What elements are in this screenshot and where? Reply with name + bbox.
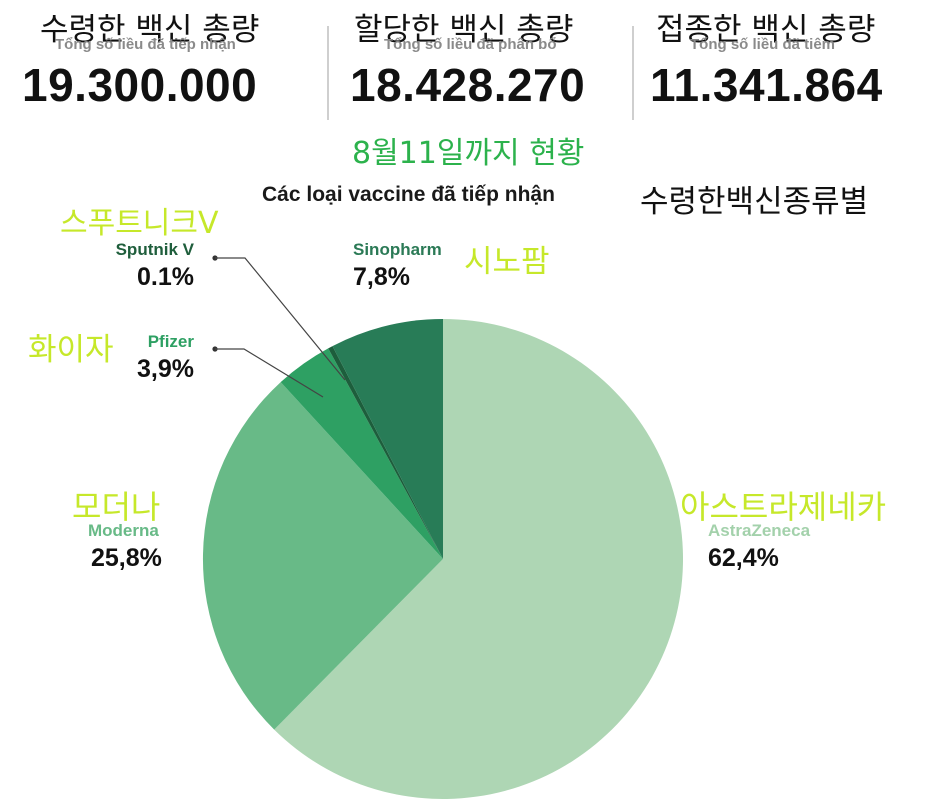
stat-administered-subtitle: Tổng số liều đã tiêm	[690, 36, 836, 53]
label-moderna-kr: 모더나	[72, 488, 161, 526]
label-sputnik-name: Sputnik V	[115, 240, 194, 259]
chart-title: Các loại vaccine đã tiếp nhận	[262, 183, 555, 206]
stat-allocated-kr-title: 할당한 백신 총량	[354, 12, 574, 48]
slice-sputnik[interactable]	[328, 346, 443, 559]
stat-allocated-subtitle: Tổng số liều đã phân bổ	[384, 36, 557, 53]
stat-received-value: 19.300.000	[22, 59, 258, 111]
label-pfizer-pct: 3,9%	[137, 355, 194, 383]
label-moderna-name: Moderna	[88, 521, 159, 540]
label-sputnik-pct: 0.1%	[137, 263, 194, 291]
stat-divider	[327, 26, 329, 120]
stat-administered-value: 11.341.864	[650, 59, 883, 111]
stat-divider	[632, 26, 634, 120]
slice-pfizer[interactable]	[280, 348, 443, 559]
label-astrazeneca-pct: 62,4%	[708, 544, 779, 572]
label-moderna-pct: 25,8%	[91, 544, 162, 572]
slice-astrazeneca[interactable]	[274, 319, 684, 800]
label-sputnik-kr: 스푸트니크V	[60, 206, 219, 241]
leader-line-pfizer	[212, 346, 324, 398]
label-pfizer-name: Pfizer	[147, 332, 194, 351]
stat-received-subtitle: Tổng số liều đã tiếp nhận	[55, 36, 236, 53]
chart-title-kr: 수령한백신종류별	[640, 184, 869, 220]
label-pfizer-kr: 화이자	[28, 332, 114, 368]
label-sinopharm-pct: 7,8%	[353, 263, 410, 291]
stat-allocated-value: 18.428.270	[350, 59, 586, 111]
label-astrazeneca-kr: 아스트라제네카	[680, 488, 887, 526]
label-sinopharm-name: Sinopharm	[353, 240, 442, 259]
status-date: 8월11일까지 현황	[352, 136, 585, 171]
slice-moderna[interactable]	[202, 382, 443, 730]
stat-administered-kr-title: 접종한 백신 총량	[656, 12, 876, 48]
label-sinopharm-kr: 시노팜	[464, 244, 550, 280]
stat-received-kr-title: 수령한 백신 총량	[40, 12, 260, 48]
slice-sinopharm[interactable]	[332, 319, 444, 559]
label-astrazeneca-name: AstraZeneca	[708, 521, 811, 540]
leader-line-sputnik	[212, 255, 346, 381]
